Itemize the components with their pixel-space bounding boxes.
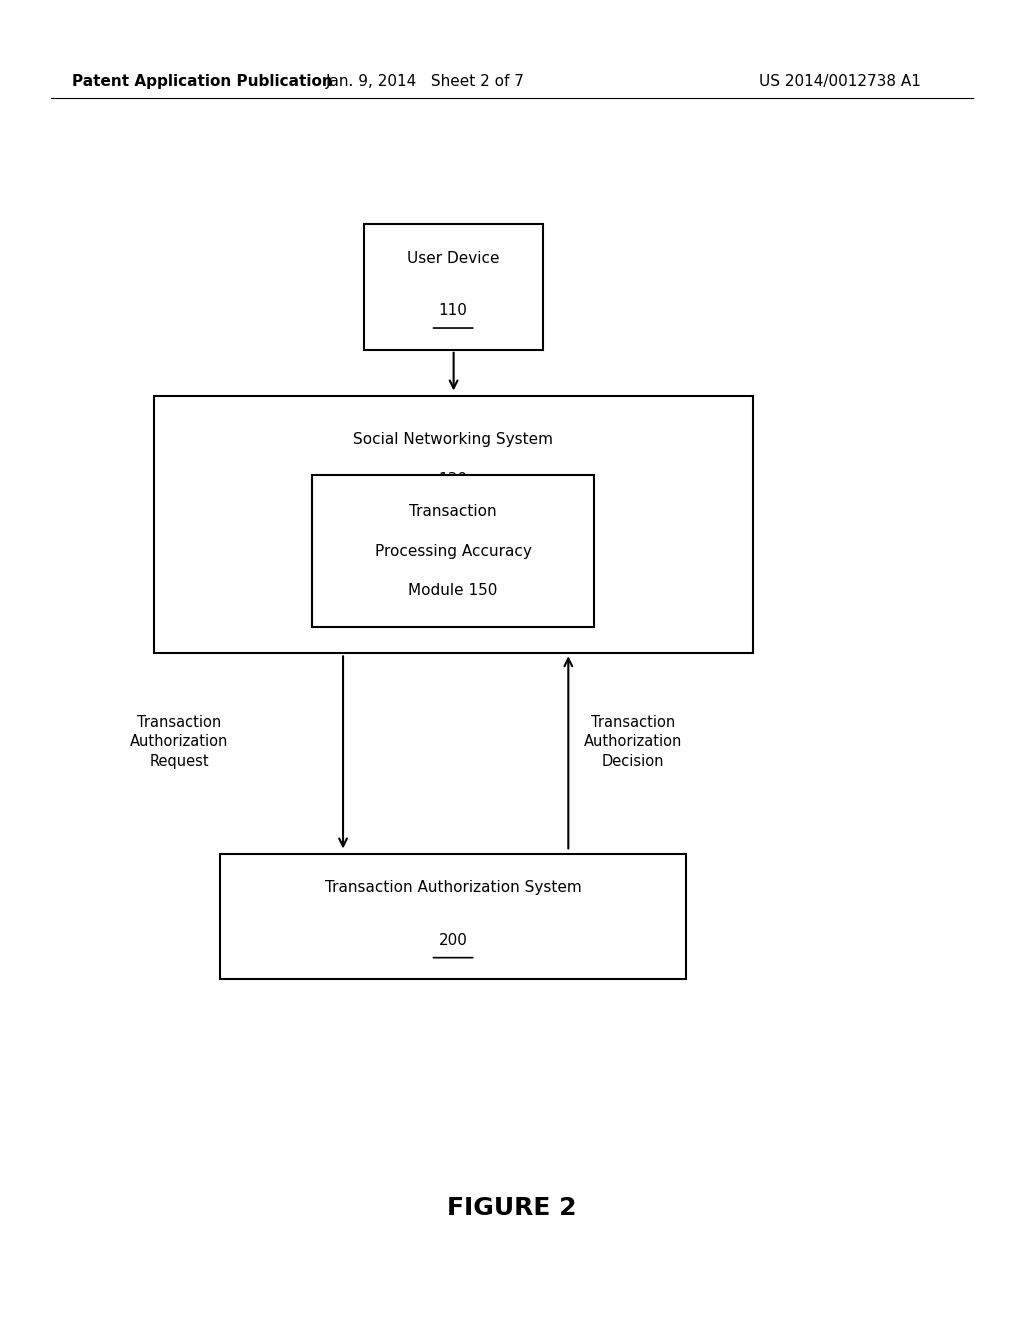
Text: Module 150: Module 150 [409, 583, 498, 598]
Text: 200: 200 [438, 933, 468, 948]
Text: User Device: User Device [407, 251, 500, 265]
Text: Transaction
Authorization
Request: Transaction Authorization Request [130, 714, 228, 770]
Text: US 2014/0012738 A1: US 2014/0012738 A1 [759, 74, 921, 90]
FancyBboxPatch shape [312, 475, 594, 627]
FancyBboxPatch shape [364, 224, 543, 350]
Text: Social Networking System: Social Networking System [353, 432, 553, 447]
FancyBboxPatch shape [220, 854, 686, 979]
Text: 130: 130 [438, 471, 468, 487]
Text: Transaction
Authorization
Decision: Transaction Authorization Decision [584, 714, 682, 770]
Text: Jan. 9, 2014   Sheet 2 of 7: Jan. 9, 2014 Sheet 2 of 7 [326, 74, 524, 90]
Text: FIGURE 2: FIGURE 2 [447, 1196, 577, 1220]
FancyBboxPatch shape [154, 396, 753, 653]
Text: 110: 110 [438, 304, 468, 318]
Text: Transaction: Transaction [410, 504, 497, 519]
Text: Transaction Authorization System: Transaction Authorization System [325, 880, 582, 895]
Text: Processing Accuracy: Processing Accuracy [375, 544, 531, 558]
Text: Patent Application Publication: Patent Application Publication [72, 74, 333, 90]
